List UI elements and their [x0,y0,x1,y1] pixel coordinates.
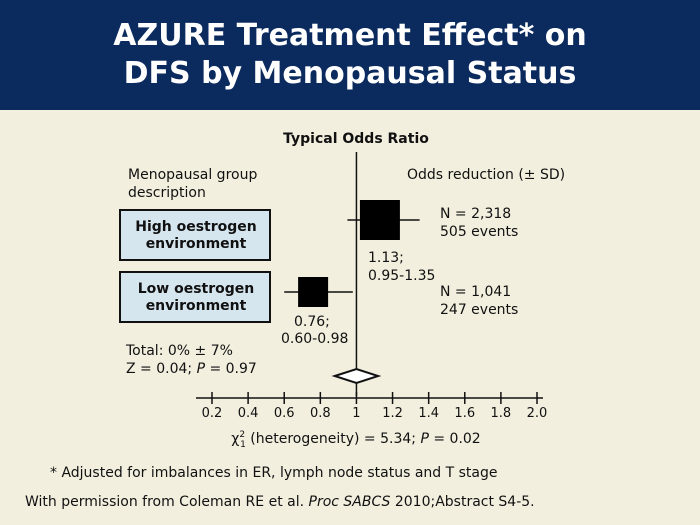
x-tick-label: 0.6 [274,406,295,421]
z-label: Z = 0.04; P = 0.97 [126,361,257,377]
x-tick-label: 0.4 [238,406,259,421]
n-label-high: N = 2,318 [440,206,511,222]
events-label-high: 505 events [440,224,518,240]
x-tick-label: 1.6 [454,406,475,421]
events-label-low: 247 events [440,302,518,318]
x-tick-label: 1.4 [418,406,439,421]
axis-title: Typical Odds Ratio [283,131,429,147]
x-tick-label: 1 [352,406,360,421]
left-header-line-1: Menopausal group [128,167,257,183]
point-estimate-low [298,277,329,307]
point-estimate-high [359,200,400,240]
x-tick-label: 1.8 [491,406,512,421]
or-label-high: 1.13; [368,250,404,266]
heterogeneity-label: χ2 1 (heterogeneity) = 5.34; P = 0.02 [231,430,480,450]
n-label-low: N = 1,041 [440,284,511,300]
x-tick-label: 0.8 [310,406,331,421]
right-header: Odds reduction (± SD) [407,167,565,183]
title-banner: AZURE Treatment Effect* on DFS by Menopa… [0,0,700,110]
footnote: * Adjusted for imbalances in ER, lymph n… [50,465,497,481]
or-label-low: 0.76; [294,314,330,330]
ci-label-low: 0.60-0.98 [281,331,348,347]
x-axis-ticks: 0.2 0.4 0.6 0.8 1 1.2 1.4 1.6 1.8 2.0 [202,392,548,421]
row-label-box-high [119,209,271,261]
slide-title-line-2: DFS by Menopausal Status [123,56,577,91]
citation: With permission from Coleman RE et al. P… [25,494,535,510]
x-tick-label: 2.0 [527,406,548,421]
total-label: Total: 0% ± 7% [125,343,233,359]
ci-label-high: 0.95-1.35 [368,268,435,284]
row-label-box-low [119,271,271,323]
slide-title-line-1: AZURE Treatment Effect* on [113,18,587,53]
x-tick-label: 0.2 [202,406,223,421]
overall-diamond [331,367,382,385]
x-tick-label: 1.2 [382,406,403,421]
left-header-line-2: description [128,185,206,201]
row-label-low-line-1: Low oestrogen [138,281,255,297]
row-label-low-line-2: environment [146,298,247,314]
row-label-high-line-1: High oestrogen [135,219,257,235]
row-label-high-line-2: environment [146,236,247,252]
